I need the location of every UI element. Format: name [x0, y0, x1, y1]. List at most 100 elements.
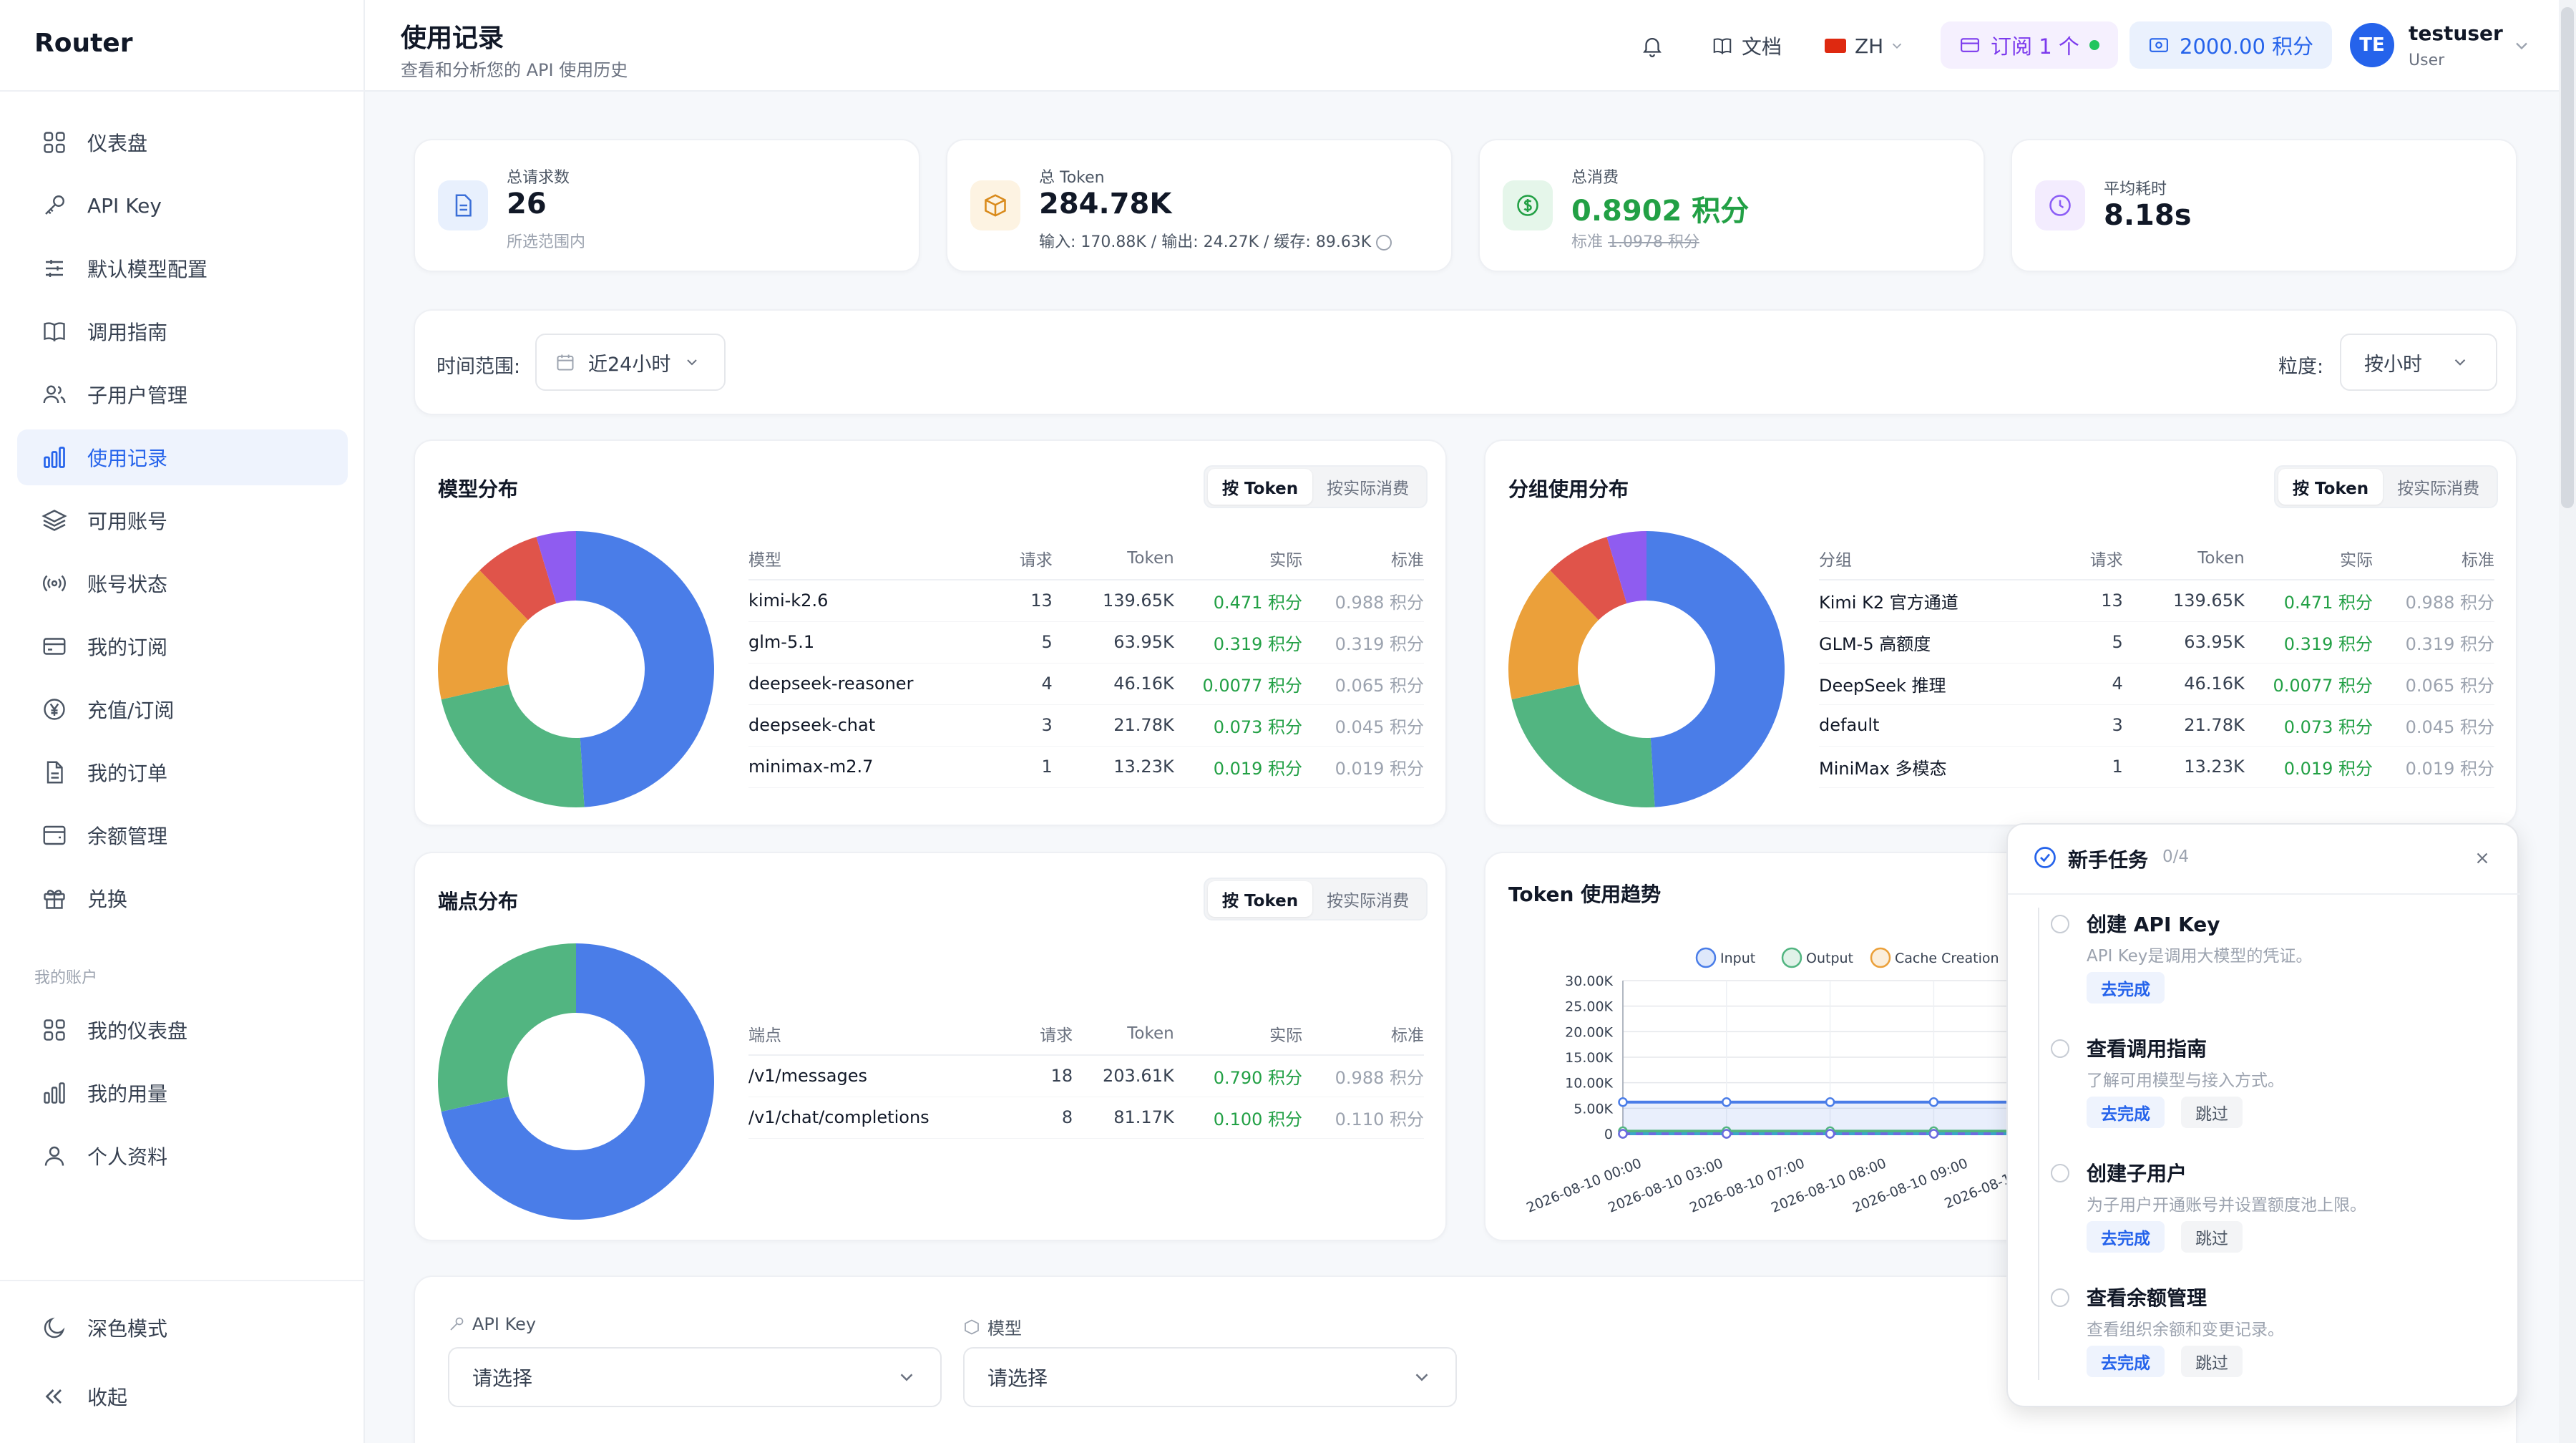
- legend-label[interactable]: Output: [1806, 951, 1853, 966]
- legend-marker[interactable]: [1781, 947, 1802, 968]
- legend-label[interactable]: Cache Creation: [1895, 951, 1999, 966]
- column-header: 标准: [1302, 537, 1424, 580]
- dark-mode-toggle[interactable]: 深色模式: [17, 1300, 348, 1356]
- chevron-down-icon[interactable]: [2512, 36, 2532, 56]
- sidebar-item-usage[interactable]: 使用记录: [17, 429, 348, 485]
- legend-label[interactable]: Input: [1720, 951, 1755, 966]
- granularity-select[interactable]: 按小时: [2340, 334, 2497, 391]
- pie-slice[interactable]: [441, 684, 585, 807]
- table-cell: 63.95K: [1052, 621, 1174, 664]
- docs-link[interactable]: 文档: [1712, 0, 1782, 92]
- pie-slice[interactable]: [441, 943, 714, 1220]
- toggle-by-cost[interactable]: 按实际消费: [1327, 480, 1410, 498]
- task-title: 查看调用指南: [2087, 1037, 2207, 1061]
- table-row: DeepSeek 推理 4 46.16K 0.0077 积分 0.065 积分: [1819, 663, 2494, 705]
- bar-chart-icon: [44, 447, 65, 468]
- task-go-button[interactable]: 去完成: [2087, 972, 2165, 1004]
- task-radio[interactable]: [2051, 1164, 2069, 1182]
- close-icon[interactable]: [2473, 849, 2492, 868]
- sidebar-item-accounts[interactable]: 可用账号: [17, 492, 348, 548]
- column-header: 请求: [2035, 537, 2123, 580]
- pie-slice[interactable]: [1550, 537, 1627, 621]
- metric-toggle[interactable]: 按 Token 按实际消费: [2274, 465, 2499, 508]
- status-dot: [2089, 40, 2099, 50]
- data-point[interactable]: [1928, 1129, 1939, 1139]
- sidebar-item-subscriptions[interactable]: 我的订阅: [17, 618, 348, 674]
- task-panel-title: 新手任务: [2068, 848, 2149, 872]
- time-range-select[interactable]: 近24小时: [535, 334, 726, 391]
- task-radio[interactable]: [2051, 915, 2069, 933]
- pie-slice[interactable]: [1508, 570, 1599, 700]
- api-key-select[interactable]: 请选择: [448, 1347, 942, 1407]
- page-title: 使用记录: [401, 24, 504, 53]
- legend-marker[interactable]: [1870, 947, 1891, 968]
- task-go-button[interactable]: 去完成: [2087, 1221, 2165, 1253]
- sidebar-item-subusers[interactable]: 子用户管理: [17, 366, 348, 422]
- sidebar-item-guide[interactable]: 调用指南: [17, 303, 348, 359]
- table-cell: 0.065 积分: [1302, 663, 1424, 705]
- legend-marker[interactable]: [1695, 947, 1717, 968]
- task-go-button[interactable]: 去完成: [2087, 1346, 2165, 1377]
- pie-slice[interactable]: [479, 537, 557, 621]
- layers-icon: [42, 510, 67, 531]
- sidebar-item-my-usage[interactable]: 我的用量: [17, 1065, 348, 1121]
- sidebar-item-orders[interactable]: 我的订单: [17, 744, 348, 800]
- model-select[interactable]: 请选择: [963, 1347, 1457, 1407]
- language-select[interactable]: ZH: [1825, 0, 1905, 92]
- task-skip-button[interactable]: 跳过: [2181, 1097, 2243, 1128]
- username[interactable]: testuser: [2409, 21, 2503, 45]
- sidebar-item-recharge[interactable]: 充值/订阅: [17, 681, 348, 737]
- table-row: deepseek-chat 3 21.78K 0.073 积分 0.045 积分: [748, 704, 1424, 747]
- standard-label: 标准: [1571, 233, 1604, 251]
- task-skip-button[interactable]: 跳过: [2181, 1346, 2243, 1377]
- table-cell: 0.110 积分: [1302, 1097, 1424, 1139]
- toggle-by-token[interactable]: 按 Token: [1208, 469, 1313, 505]
- data-point[interactable]: [1722, 1129, 1732, 1139]
- notification-button[interactable]: [1640, 0, 1664, 92]
- data-point[interactable]: [1825, 1129, 1835, 1139]
- sidebar-item-label: 账号状态: [87, 573, 168, 596]
- toggle-by-cost[interactable]: 按实际消费: [1327, 892, 1410, 910]
- task-skip-button[interactable]: 跳过: [2181, 1221, 2243, 1253]
- sidebar-item-redeem[interactable]: 兑换: [17, 870, 348, 926]
- sidebar-item-dashboard[interactable]: 仪表盘: [17, 115, 348, 170]
- collapse-sidebar-button[interactable]: 收起: [17, 1369, 348, 1424]
- sidebar-item-my-dashboard[interactable]: 我的仪表盘: [17, 1002, 348, 1058]
- pie-slice[interactable]: [536, 531, 576, 604]
- sidebar-item-api-key[interactable]: API Key: [17, 178, 348, 233]
- sidebar-item-account-status[interactable]: 账号状态: [17, 555, 348, 611]
- pie-slice[interactable]: [1646, 531, 1785, 807]
- card-title: Token 使用趋势: [1508, 883, 1662, 906]
- table-cell: /v1/chat/completions: [748, 1097, 999, 1139]
- pie-slice[interactable]: [438, 570, 529, 700]
- data-point[interactable]: [1618, 1097, 1628, 1107]
- data-point[interactable]: [1722, 1097, 1732, 1107]
- data-point[interactable]: [1618, 1129, 1628, 1139]
- sidebar-item-balance[interactable]: 余额管理: [17, 807, 348, 863]
- data-point[interactable]: [1825, 1097, 1835, 1107]
- sidebar-section-label: 我的账户: [34, 969, 98, 987]
- avatar[interactable]: TE: [2350, 23, 2394, 67]
- toggle-by-token[interactable]: 按 Token: [1208, 881, 1313, 917]
- task-radio[interactable]: [2051, 1288, 2069, 1307]
- pie-slice[interactable]: [1511, 684, 1655, 807]
- brand-logo[interactable]: Router: [34, 29, 133, 58]
- toggle-by-token[interactable]: 按 Token: [2278, 469, 2384, 505]
- table-cell: 0.019 积分: [1302, 746, 1424, 788]
- metric-toggle[interactable]: 按 Token 按实际消费: [1204, 465, 1428, 508]
- pie-slice[interactable]: [1606, 531, 1646, 604]
- credits-badge[interactable]: 2000.00 积分: [2129, 21, 2333, 69]
- scrollbar[interactable]: [2559, 0, 2576, 1443]
- sidebar-item-model-config[interactable]: 默认模型配置: [17, 240, 348, 296]
- scrollbar-thumb[interactable]: [2561, 7, 2574, 508]
- task-go-button[interactable]: 去完成: [2087, 1097, 2165, 1128]
- metric-toggle[interactable]: 按 Token 按实际消费: [1204, 878, 1428, 920]
- pie-slice[interactable]: [576, 531, 715, 807]
- task-radio[interactable]: [2051, 1039, 2069, 1058]
- info-icon[interactable]: [1376, 235, 1392, 251]
- data-point[interactable]: [1928, 1097, 1939, 1107]
- toggle-by-cost[interactable]: 按实际消费: [2397, 480, 2480, 498]
- subscription-badge[interactable]: 订阅 1 个: [1941, 21, 2118, 69]
- sidebar-item-profile[interactable]: 个人资料: [17, 1128, 348, 1184]
- pie-slice[interactable]: [438, 943, 576, 1112]
